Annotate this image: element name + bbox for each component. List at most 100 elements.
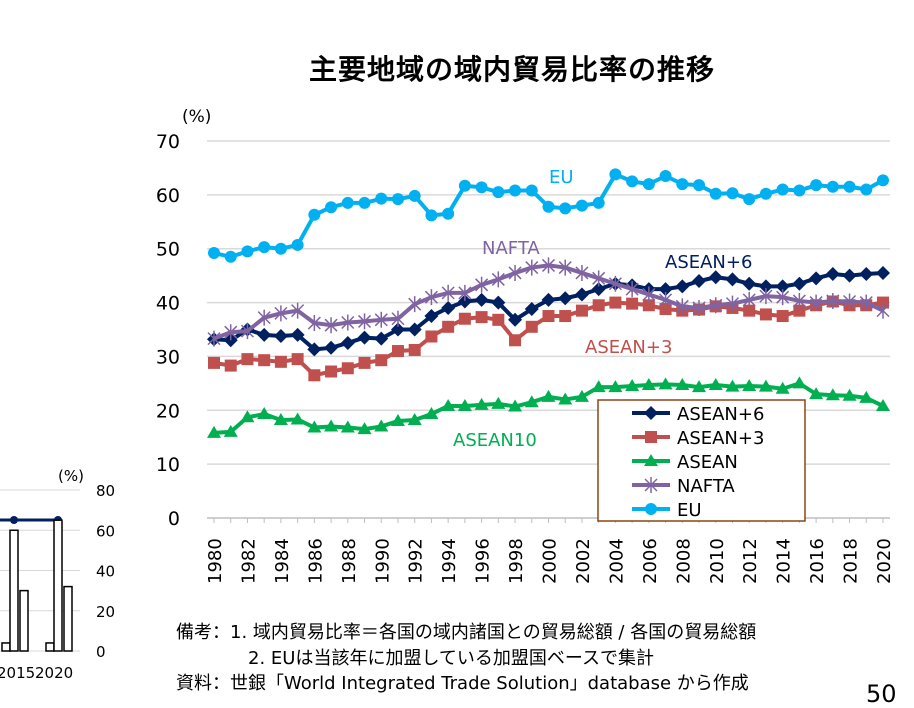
x-tick-label: 2014 [774,538,795,584]
data-point [645,503,657,515]
data-point [793,304,806,317]
data-point [541,257,556,274]
data-point [340,335,355,350]
data-point [240,410,255,423]
data-point [290,412,305,425]
data-point [491,271,505,288]
data-point [860,183,873,196]
data-point [324,317,338,334]
data-point [776,183,789,196]
legend-label: NAFTA [677,476,735,497]
page-number: 50 [866,680,897,708]
data-point [859,390,874,403]
data-point [692,380,707,393]
data-point [692,274,707,289]
data-point [558,291,573,306]
data-point [341,314,355,331]
data-point [308,369,321,382]
data-point [374,419,389,432]
series-label: ASEAN+6 [665,252,752,273]
data-point [442,207,455,220]
data-point [842,268,857,283]
data-point [274,242,287,255]
data-point [708,270,723,285]
data-point [324,419,339,432]
data-point [374,331,389,346]
left-bar [53,519,63,652]
data-point [458,312,471,325]
data-point [341,196,354,209]
x-tick-label: 2016 [807,538,828,584]
x-tick-label: 1984 [272,538,293,584]
data-point [474,292,489,307]
data-point [658,377,673,390]
data-point [725,295,740,312]
x-tick-label: 2002 [573,538,594,584]
data-point [810,179,823,192]
data-point [475,276,489,293]
x-tick-label: 1992 [406,538,427,584]
data-point [709,187,722,200]
data-point [475,181,488,194]
data-point [391,310,405,327]
data-point [859,294,873,311]
data-point [357,313,372,330]
data-point [324,340,339,355]
data-point [375,192,388,205]
x-tick-label: 2008 [673,538,694,584]
data-point [208,356,220,369]
y-tick-label: 40 [156,293,180,315]
x-tick-label: 2010 [707,538,728,584]
data-point [257,407,272,420]
data-point [474,397,489,410]
series-label: ASEAN+3 [585,337,672,358]
x-tick-label: 2018 [841,538,862,584]
data-point [458,179,471,192]
x-tick-label: 2020 [874,538,895,584]
data-point [626,297,639,310]
data-point [758,279,773,294]
x-tick-label: 1988 [339,538,360,584]
data-point [843,180,856,193]
data-point [207,425,221,438]
data-point [708,377,723,390]
data-point [609,168,622,181]
data-point [408,189,421,202]
left-y-tick-label: 60 [96,522,115,540]
series-label: ASEAN10 [453,430,537,451]
data-point [558,392,573,405]
data-point [575,199,588,212]
data-point [559,202,572,215]
x-tick-label: 2000 [540,538,561,584]
data-point [375,354,388,367]
data-point [645,431,657,443]
data-point [559,310,572,323]
data-point [826,180,839,193]
data-point [644,477,658,493]
data-point [457,398,472,411]
data-point [391,193,404,206]
data-point [491,295,506,310]
data-point [257,327,272,342]
y-tick-label: 20 [156,400,180,422]
y-tick-label: 70 [156,131,180,153]
data-point [759,308,772,321]
data-point [659,291,673,308]
data-point [809,271,824,286]
data-point [425,209,438,222]
data-point [407,412,422,425]
data-point [826,292,840,309]
data-point [792,276,807,291]
series-label: NAFTA [482,238,540,259]
data-point [441,284,455,301]
data-point [525,320,538,333]
data-point [274,355,287,368]
left-x-tick-label: 2020 [35,664,73,682]
x-tick-label: 2006 [640,538,661,584]
data-point [644,454,658,466]
data-point [291,302,305,319]
data-point [441,398,456,411]
data-point [608,380,623,393]
y-tick-label: 10 [156,454,180,476]
